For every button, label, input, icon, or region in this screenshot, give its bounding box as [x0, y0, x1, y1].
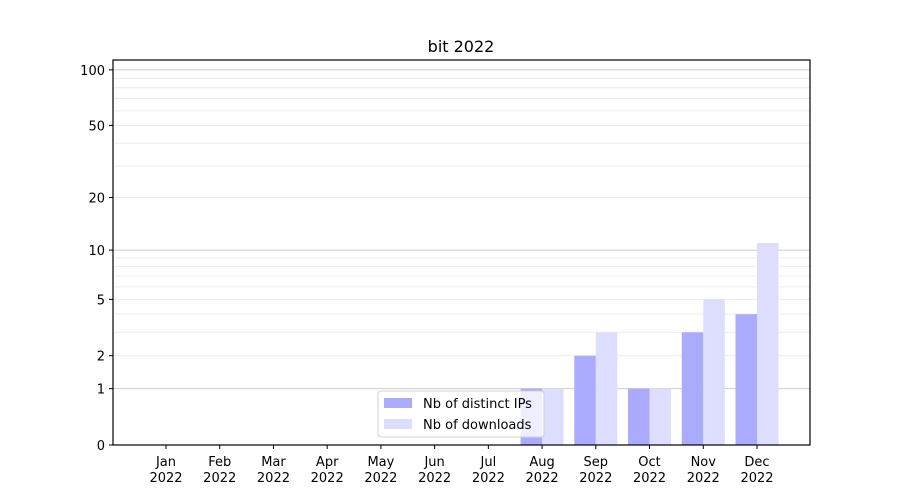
y-tick-label: 0: [97, 439, 105, 454]
x-tick-label: Mar 2022: [257, 455, 290, 486]
x-tick-label-line: Oct: [638, 455, 660, 470]
x-tick-label-line: 2022: [687, 471, 720, 486]
x-tick-label: May 2022: [364, 455, 397, 486]
x-tick-label: Jul 2022: [472, 455, 505, 486]
bar-downloads: [703, 299, 725, 445]
x-tick-label-line: Feb: [208, 455, 231, 470]
legend-box: [377, 390, 545, 438]
y-tick-label: 20: [88, 192, 105, 207]
x-tick-label-line: Jul: [480, 455, 497, 470]
x-tick-label-line: 2022: [418, 471, 451, 486]
y-tick-label: 100: [80, 64, 105, 79]
x-tick-label-line: Aug: [529, 455, 554, 470]
x-tick-label-line: Jun: [423, 455, 444, 470]
legend: Nb of distinct IPs Nb of downloads: [377, 390, 545, 438]
x-tick-label: Feb 2022: [203, 455, 236, 486]
bar-downloads: [542, 388, 564, 445]
x-tick-label: Oct 2022: [633, 455, 666, 486]
x-tick-label: Jun 2022: [418, 455, 451, 486]
x-tick-label-line: 2022: [740, 471, 773, 486]
bar-downloads: [757, 243, 779, 445]
bar-downloads: [649, 388, 672, 445]
y-tick-label: 50: [88, 119, 105, 134]
y-tick-label: 10: [88, 244, 105, 259]
x-tick-label: Jan 2022: [149, 455, 182, 486]
axes-frame: [112, 59, 811, 446]
x-tick-label-line: Mar: [261, 455, 286, 470]
bar-ips: [628, 388, 650, 445]
x-tick-label-line: Jan: [155, 455, 176, 470]
x-tick-label-line: 2022: [526, 471, 559, 486]
legend-label: Nb of downloads: [423, 418, 532, 433]
x-tick-label: Dec 2022: [740, 455, 773, 486]
x-tick-label-line: 2022: [203, 471, 236, 486]
bar-ips: [574, 355, 596, 445]
legend-label: Nb of distinct IPs: [423, 397, 532, 412]
x-tick-label-line: Dec: [744, 455, 769, 470]
x-tick-label-line: 2022: [633, 471, 666, 486]
x-tick-label: Nov 2022: [687, 455, 720, 486]
x-tick-label: Apr 2022: [311, 455, 344, 486]
x-tick-label-line: 2022: [311, 471, 344, 486]
legend-swatch: [384, 419, 412, 429]
x-tick-label-line: 2022: [472, 471, 505, 486]
x-tick-label: Aug 2022: [526, 455, 559, 486]
y-tick-label: 5: [97, 293, 105, 308]
x-tick-label-line: Apr: [316, 455, 339, 470]
bar-ips: [735, 314, 757, 445]
legend-swatch: [384, 398, 412, 408]
bar-ips: [681, 332, 704, 445]
x-tick-label-line: 2022: [364, 471, 397, 486]
x-tick-label-line: 2022: [257, 471, 290, 486]
x-tick-label-line: 2022: [579, 471, 612, 486]
x-tick-label-line: Nov: [691, 455, 717, 470]
y-tick-label: 2: [97, 350, 105, 365]
y-tick-label: 1: [97, 383, 105, 398]
chart-title: bit 2022: [428, 37, 495, 56]
x-tick-label-line: 2022: [149, 471, 182, 486]
x-tick-label-line: May: [367, 455, 394, 470]
x-tick-label-line: Sep: [584, 455, 609, 470]
x-tick-label: Sep 2022: [579, 455, 612, 486]
bar-downloads: [595, 332, 618, 445]
